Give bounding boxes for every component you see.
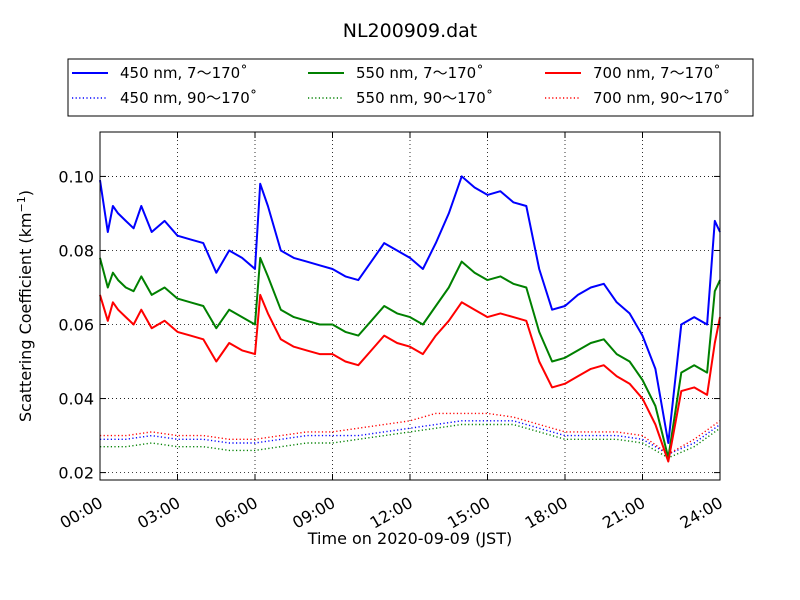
legend-box xyxy=(67,58,754,117)
series-line-3 xyxy=(100,420,721,455)
y-axis-label-close: ) xyxy=(16,190,35,196)
y-tick-label: 0.06 xyxy=(58,316,94,335)
legend: 450 nm, 7～170˚ 550 nm, 7～170˚ 700 nm, 7～17… xyxy=(67,58,754,117)
legend-label: 700 nm, 7～170˚ xyxy=(593,64,721,82)
x-tick-label: 03:00 xyxy=(134,493,183,533)
y-axis-label: Scattering Coefficient (km−1) xyxy=(15,190,35,422)
y-axis: 0.02 0.04 0.06 0.08 0.10 xyxy=(58,167,720,483)
grid xyxy=(100,132,720,480)
x-tick-label: 18:00 xyxy=(522,493,571,533)
y-tick-label: 0.08 xyxy=(58,241,94,260)
x-axis-label: Time on 2020-09-09 (JST) xyxy=(307,529,512,548)
chart-title: NL200909.dat xyxy=(343,20,478,42)
series-line-5 xyxy=(100,412,721,455)
y-axis-label-superscript: −1 xyxy=(15,196,28,212)
series-lines xyxy=(99,175,721,463)
x-tick-label: 00:00 xyxy=(57,493,106,533)
series-line-1 xyxy=(99,256,721,459)
x-tick-label: 15:00 xyxy=(444,493,493,533)
y-axis-label-main: Scattering Coefficient (km xyxy=(16,212,35,422)
series-line-0 xyxy=(99,175,721,444)
x-tick-label: 09:00 xyxy=(289,493,338,533)
legend-label: 450 nm, 7～170˚ xyxy=(120,64,248,82)
legend-label: 450 nm, 90～170˚ xyxy=(120,89,257,107)
series-line-2 xyxy=(99,293,721,463)
legend-label: 550 nm, 7～170˚ xyxy=(356,64,484,82)
legend-label: 700 nm, 90～170˚ xyxy=(593,89,730,107)
x-tick-label: 12:00 xyxy=(367,493,416,533)
legend-label: 550 nm, 90～170˚ xyxy=(356,89,493,107)
y-tick-label: 0.04 xyxy=(58,390,94,409)
x-tick-label: 06:00 xyxy=(212,493,261,533)
x-tick-label: 24:00 xyxy=(677,493,726,533)
y-tick-label: 0.02 xyxy=(58,464,94,483)
y-tick-label: 0.10 xyxy=(58,167,94,186)
x-tick-label: 21:00 xyxy=(599,493,648,533)
